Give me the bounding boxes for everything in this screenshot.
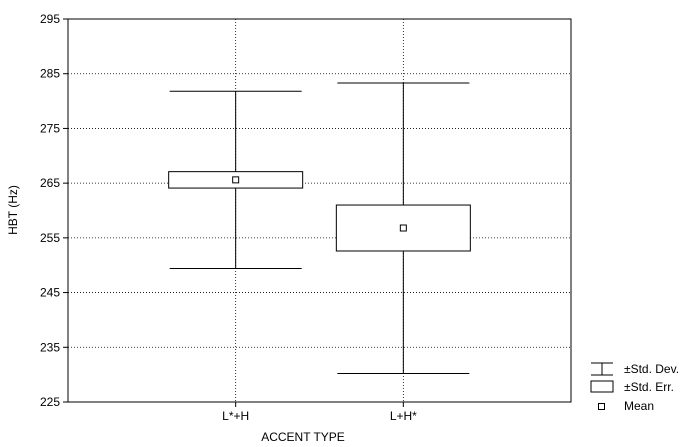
box-group <box>335 82 471 375</box>
grid-lines <box>68 19 571 402</box>
mean-marker <box>232 176 240 184</box>
y-tick-label: 245 <box>40 286 60 300</box>
legend-label-std-dev: ±Std. Dev. <box>624 362 679 376</box>
legend-box-icon <box>590 380 614 393</box>
legend-mean-square-icon <box>598 403 605 410</box>
y-tick-label: 235 <box>40 340 60 354</box>
box-group <box>168 90 304 269</box>
legend-label-mean: Mean <box>624 399 654 413</box>
y-axis-label: HBT (Hz) <box>6 185 20 235</box>
x-tick-label: L*+H <box>222 409 249 423</box>
legend-label-std-err: ±Std. Err. <box>624 380 674 394</box>
plot-frame <box>67 18 572 403</box>
y-tick-label: 285 <box>40 67 60 81</box>
box-series <box>168 82 471 375</box>
y-tick-label: 225 <box>40 395 60 409</box>
x-axis: L*+H L+H* <box>222 402 417 423</box>
y-tick-label: 295 <box>40 12 60 26</box>
legend-item-std-err: ±Std. Err. <box>590 380 674 394</box>
x-axis-label: ACCENT TYPE <box>261 430 345 444</box>
legend-item-mean: Mean <box>598 399 654 413</box>
y-tick-label: 265 <box>40 176 60 190</box>
legend: ±Std. Dev. ±Std. Err. Mean <box>590 362 679 413</box>
legend-item-std-dev: ±Std. Dev. <box>591 362 679 376</box>
y-tick-label: 275 <box>40 121 60 135</box>
y-tick-label: 255 <box>40 231 60 245</box>
y-axis: 225 235 245 255 265 275 285 295 <box>40 12 68 409</box>
mean-marker <box>399 224 407 232</box>
x-tick-label: L+H* <box>390 409 417 423</box>
